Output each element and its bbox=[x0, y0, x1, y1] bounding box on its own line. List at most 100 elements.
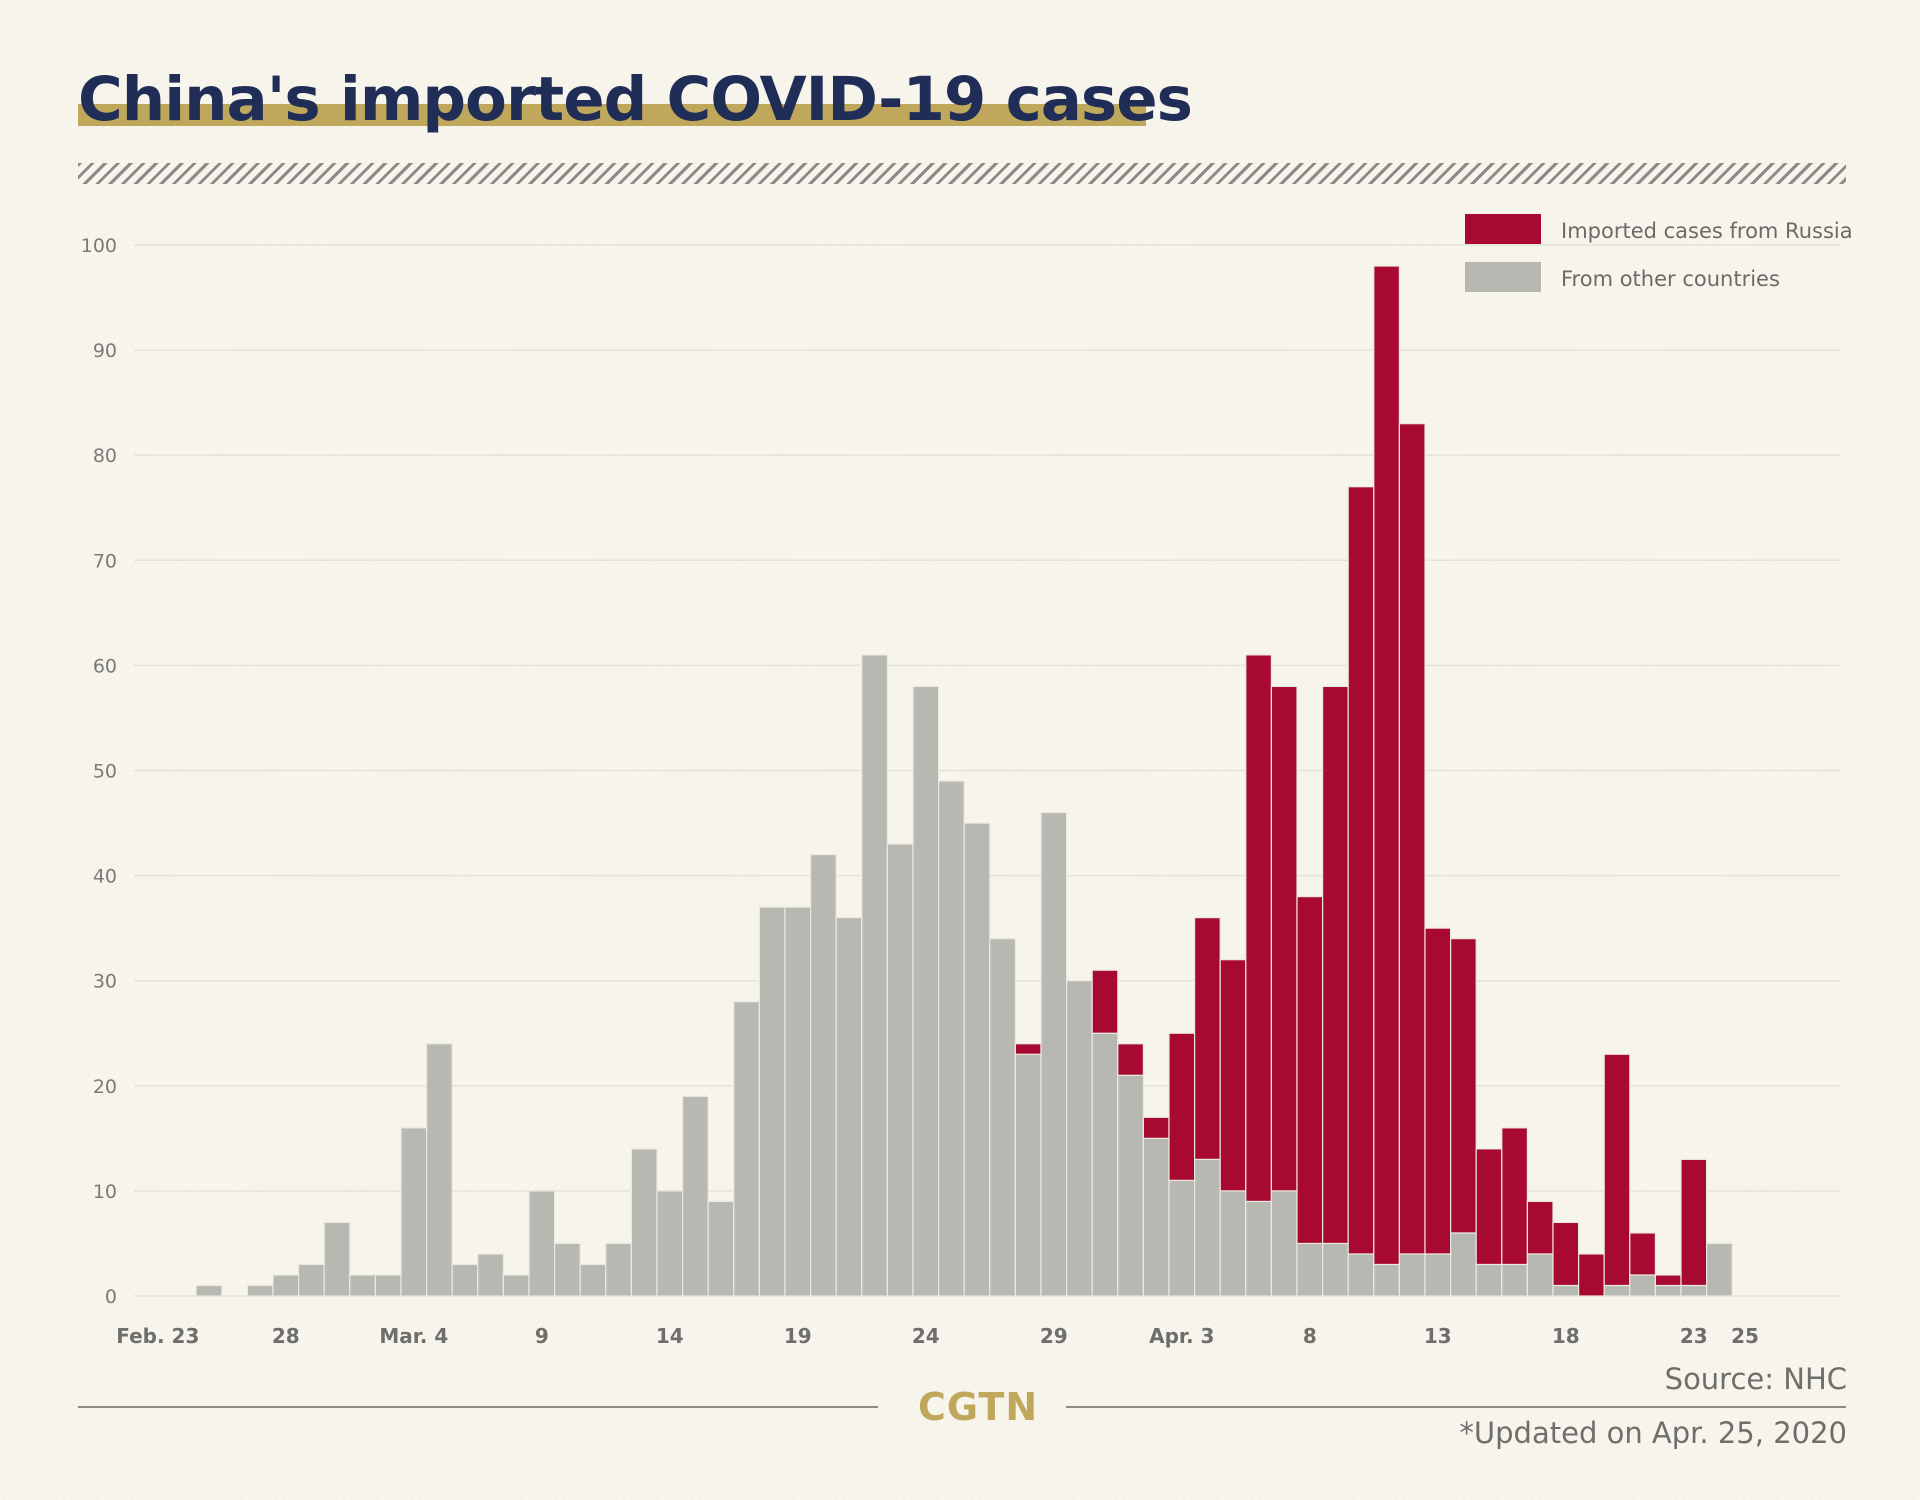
y-tick-label: 60 bbox=[93, 655, 117, 677]
bar-other-countries bbox=[758, 906, 786, 1297]
bar-russia bbox=[1193, 917, 1221, 1160]
bar-russia bbox=[1577, 1253, 1605, 1297]
y-tick-label: 10 bbox=[93, 1181, 117, 1203]
bar-other-countries bbox=[1424, 1253, 1452, 1297]
y-tick-label: 40 bbox=[93, 866, 117, 888]
bar-other-countries bbox=[195, 1284, 223, 1297]
y-tick-label: 80 bbox=[93, 445, 117, 467]
bar-russia bbox=[1603, 1053, 1631, 1287]
bar-russia bbox=[1475, 1148, 1503, 1266]
bar-other-countries bbox=[1296, 1242, 1324, 1297]
x-tick-label: 23 bbox=[1680, 1324, 1708, 1348]
bar-russia bbox=[1552, 1221, 1580, 1287]
bar-other-countries bbox=[426, 1043, 453, 1297]
hatched-divider bbox=[78, 163, 1846, 184]
bar-other-countries bbox=[605, 1242, 632, 1297]
bar-other-countries bbox=[374, 1274, 402, 1297]
legend-swatch bbox=[1465, 214, 1541, 244]
bar-other-countries bbox=[630, 1148, 658, 1297]
y-tick-label: 50 bbox=[93, 761, 117, 783]
bar-russia bbox=[1501, 1127, 1529, 1266]
bar-other-countries bbox=[1245, 1200, 1273, 1297]
y-tick-label: 0 bbox=[105, 1286, 117, 1308]
bar-russia bbox=[1117, 1043, 1145, 1076]
footer-divider-right bbox=[1066, 1406, 1846, 1408]
bar-russia bbox=[1321, 685, 1349, 1245]
bar-russia bbox=[1398, 423, 1426, 1255]
bar-russia bbox=[1142, 1116, 1170, 1139]
x-tick-label: 9 bbox=[535, 1324, 549, 1348]
bar-other-countries bbox=[1193, 1158, 1221, 1297]
x-tick-label: 25 bbox=[1731, 1324, 1759, 1348]
bar-russia bbox=[1680, 1158, 1708, 1287]
legend-label: Imported cases from Russia bbox=[1561, 219, 1853, 243]
bar-other-countries bbox=[553, 1242, 581, 1297]
bar-other-countries bbox=[451, 1263, 479, 1297]
bar-other-countries bbox=[707, 1200, 735, 1297]
x-tick-label: Apr. 3 bbox=[1149, 1324, 1214, 1348]
x-tick-label: 29 bbox=[1040, 1324, 1068, 1348]
bar-other-countries bbox=[1373, 1263, 1401, 1297]
bar-other-countries bbox=[963, 822, 991, 1297]
bar-other-countries bbox=[835, 917, 863, 1297]
bar-other-countries bbox=[1603, 1284, 1631, 1297]
bar-other-countries bbox=[1117, 1074, 1145, 1297]
bar-other-countries bbox=[1347, 1253, 1375, 1297]
bar-other-countries bbox=[1321, 1242, 1349, 1297]
bar-other-countries bbox=[323, 1221, 351, 1297]
bar-other-countries bbox=[733, 1001, 760, 1297]
x-tick-label: 14 bbox=[656, 1324, 684, 1348]
bar-other-countries bbox=[1705, 1242, 1733, 1297]
bar-russia bbox=[1091, 969, 1119, 1034]
bar-other-countries bbox=[1654, 1284, 1682, 1297]
bar-other-countries bbox=[528, 1190, 556, 1297]
bar-other-countries bbox=[1398, 1253, 1426, 1297]
x-tick-label: 13 bbox=[1424, 1324, 1452, 1348]
bar-russia bbox=[1424, 927, 1452, 1255]
bar-russia bbox=[1629, 1232, 1657, 1276]
bar-russia bbox=[1219, 959, 1247, 1192]
bar-other-countries bbox=[912, 685, 940, 1297]
bar-russia bbox=[1245, 654, 1273, 1203]
bar-other-countries bbox=[1526, 1253, 1554, 1297]
bar-russia bbox=[1373, 265, 1401, 1266]
bar-other-countries bbox=[1680, 1284, 1708, 1297]
x-tick-label: 18 bbox=[1552, 1324, 1580, 1348]
bar-other-countries bbox=[349, 1274, 376, 1297]
y-tick-label: 20 bbox=[93, 1076, 117, 1098]
bar-other-countries bbox=[272, 1274, 300, 1297]
bar-other-countries bbox=[1142, 1137, 1170, 1297]
cgtn-logo: CGTN bbox=[918, 1385, 1039, 1429]
bar-other-countries bbox=[784, 906, 812, 1297]
footer-divider-left bbox=[78, 1406, 878, 1408]
bar-other-countries bbox=[477, 1253, 504, 1297]
bar-other-countries bbox=[989, 938, 1016, 1297]
bar-other-countries bbox=[298, 1263, 325, 1297]
x-tick-label: 8 bbox=[1303, 1324, 1317, 1348]
bar-other-countries bbox=[1501, 1263, 1529, 1297]
bar-russia bbox=[1526, 1200, 1554, 1255]
bar-other-countries bbox=[1552, 1284, 1580, 1297]
bar-russia bbox=[1347, 486, 1375, 1255]
bar-other-countries bbox=[1219, 1190, 1247, 1297]
title-underline-bar bbox=[78, 104, 1146, 126]
bar-other-countries bbox=[1014, 1053, 1042, 1297]
bar-russia bbox=[1168, 1032, 1196, 1181]
y-tick-label: 90 bbox=[93, 340, 117, 362]
bar-russia bbox=[1654, 1274, 1682, 1287]
bar-other-countries bbox=[1475, 1263, 1503, 1297]
bar-other-countries bbox=[1449, 1232, 1477, 1297]
legend-label: From other countries bbox=[1561, 267, 1780, 291]
bar-other-countries bbox=[400, 1127, 428, 1297]
y-tick-label: 30 bbox=[93, 971, 117, 993]
x-tick-label: 28 bbox=[272, 1324, 300, 1348]
x-tick-label: 19 bbox=[784, 1324, 812, 1348]
x-tick-label: 24 bbox=[912, 1324, 940, 1348]
legend-swatch bbox=[1465, 262, 1541, 292]
source-note: Source: NHC bbox=[1664, 1362, 1847, 1396]
bar-other-countries bbox=[1091, 1032, 1119, 1297]
bar-russia bbox=[1270, 685, 1298, 1192]
bar-other-countries bbox=[937, 780, 965, 1297]
y-tick-label: 100 bbox=[81, 235, 117, 257]
